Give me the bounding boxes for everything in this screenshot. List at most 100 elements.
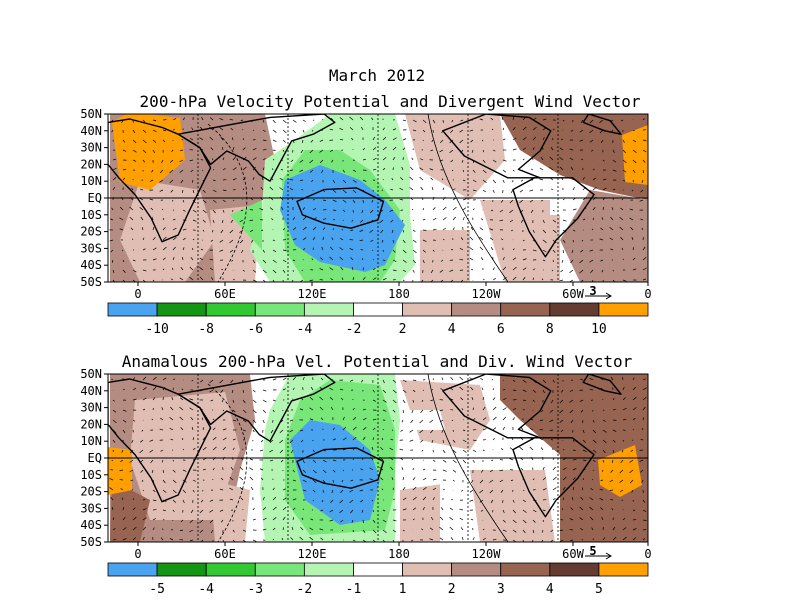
panel1-wind-vector [122,249,124,252]
panel2-wind-vector [139,449,144,454]
panel2-lat-label: 40N [80,384,102,398]
panel2-wind-vector [289,439,294,444]
panel1-wind-vector [362,276,366,281]
panel2-wind-vector [560,429,564,432]
panel1-wind-vector [439,159,444,162]
panel1-wind-vector [600,227,604,231]
panel1-wind-vector [282,139,286,143]
panel1-wind-vector [142,159,146,163]
panel1-wind-vector [460,279,464,282]
panel2-wind-vector [562,486,566,491]
panel2-wind-vector [362,447,365,451]
panel1-wind-vector [202,229,205,232]
panel1-wind-vector [361,209,364,214]
panel2-wind-vector [579,399,584,402]
panel2-wind-vector [642,538,646,541]
panel2-wind-vector [199,509,204,514]
panel2-wind-vector [319,528,324,531]
panel1-colorbar-label: -6 [247,322,263,337]
panel1-wind-vector [402,259,407,263]
panel2-wind-vector [592,459,596,462]
panel2-wind-vector [411,409,414,414]
panel2-wind-vector [451,498,454,501]
panel1-wind-vector [552,229,557,234]
panel1-wind-vector [312,236,316,241]
panel1-wind-vector [592,177,597,181]
panel2-wind-vector [180,397,184,401]
panel2-wind-vector [621,499,624,501]
panel1-wind-vector [471,268,474,271]
panel1-wind-vector [161,159,164,164]
panel2-wind-vector [202,436,206,441]
panel1-wind-vector [272,239,275,242]
panel1-wind-vector [402,119,407,122]
panel1-wind-vector [472,208,475,211]
panel1-wind-vector [211,277,214,281]
panel1-wind-vector [541,278,544,281]
panel2-wind-vector [402,379,407,383]
panel1-wind-vector [359,239,364,241]
panel2-wind-vector [602,429,607,433]
panel1-wind-vector [152,226,155,231]
panel1-wind-vector [232,178,237,181]
panel1-vector-scale-label: 3 [589,284,596,298]
panel2-wind-vector [542,466,545,471]
panel2-wind-vector [522,379,527,383]
panel2-wind-vector [409,429,414,433]
panel1-wind-vector [202,169,204,171]
panel1-wind-vector [140,216,144,221]
panel1-wind-vector [622,159,627,164]
panel1-wind-vector [179,169,184,173]
panel1-wind-vector [350,229,354,231]
panel1-wind-vector [342,189,347,194]
panel2-wind-vector [120,488,124,491]
panel1-wind-vector [380,199,384,202]
panel2-wind-vector [622,536,627,541]
panel2-colorbar-label: 4 [546,582,554,597]
panel2-wind-vector [112,399,115,402]
panel1-wind-vector [109,119,114,124]
panel2-wind-vector [419,419,424,424]
panel2-wind-vector [292,498,297,501]
panel1-wind-vector [542,137,545,141]
panel1-wind-vector [232,199,235,202]
panel1-wind-vector [409,176,414,181]
panel1-wind-vector [469,257,474,261]
panel2-wind-vector [452,429,454,432]
panel1-wind-vector [282,249,287,252]
panel1-wind-vector [532,239,537,243]
panel2-wind-vector [122,516,126,521]
panel1-wind-vector [122,177,126,181]
panel1-wind-vector [571,249,574,253]
panel1-wind-vector [212,219,215,224]
panel1-wind-vector [432,228,437,231]
panel1-wind-vector [182,256,184,261]
panel1-wind-vector [450,248,454,251]
panel2-wind-vector [302,469,307,474]
panel2-wind-vector [182,489,187,494]
panel2-wind-vector [380,477,384,481]
panel2-wind-vector [149,449,154,453]
panel1-wind-vector [249,229,254,233]
panel1-wind-vector [252,139,256,141]
panel1-wind-vector [352,276,355,281]
panel2-wind-vector [610,376,614,381]
panel2-wind-vector [430,516,434,521]
panel2-wind-vector [350,479,354,482]
panel1-wind-vector [250,198,254,201]
panel2-wind-vector [302,489,307,492]
panel1-wind-vector [602,187,607,191]
panel1-wind-vector [142,237,145,241]
panel2-wind-vector [319,396,324,401]
panel2-wind-vector [440,419,444,423]
panel2-wind-vector [161,459,164,463]
panel2-wind-vector [349,489,354,493]
panel1-wind-vector [579,269,584,274]
panel1-wind-vector [271,218,274,221]
panel2-wind-vector [159,428,164,431]
panel1-wind-vector [481,139,484,142]
panel2-wind-vector [280,459,284,463]
panel1-wind-vector [152,149,156,154]
panel2-wind-vector [360,379,364,383]
panel1-wind-vector [562,229,567,233]
